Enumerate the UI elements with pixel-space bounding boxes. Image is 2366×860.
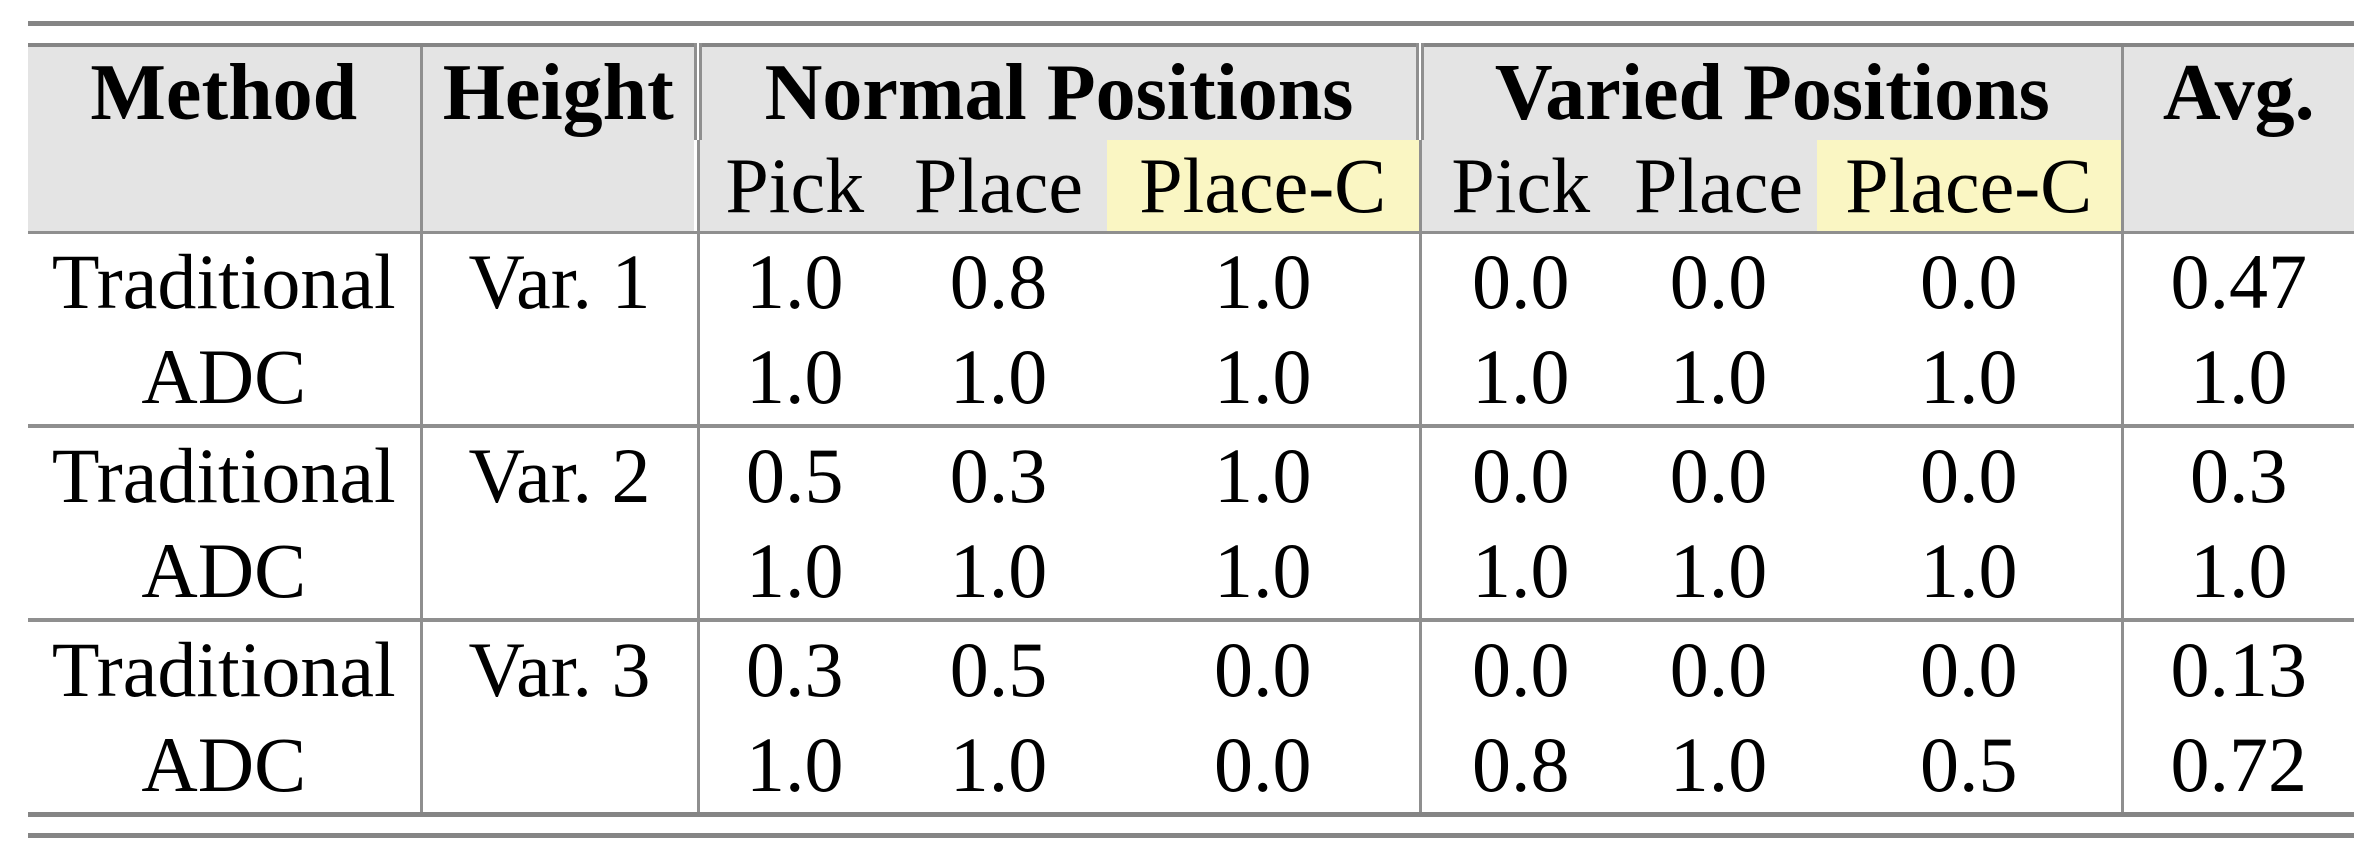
value-cell: 1.0: [1669, 721, 1768, 808]
value-cell: 0.0: [1669, 238, 1768, 325]
value-cell: 0.0: [1669, 626, 1768, 713]
group-header-varied-positions: Varied Positions: [1416, 45, 2123, 140]
value-cell: 0.0: [1920, 238, 2018, 325]
value-cell: 0.0: [1418, 620, 1621, 717]
value-cell: 0.0: [1920, 626, 2018, 713]
value-cell: 0.0: [1920, 432, 2018, 519]
bottom-outer-rule: [28, 833, 2354, 838]
value-cell: 0.8: [949, 238, 1048, 325]
col-header-avg: Avg.: [2120, 45, 2355, 234]
value-cell: 1.0: [1418, 329, 1621, 428]
paper-table-figure: Method Height Normal Positions Varied Po…: [28, 21, 2355, 838]
avg-cell: 0.3: [2120, 426, 2355, 523]
value-cell: 1.0: [696, 232, 890, 329]
value-cell: 1.0: [1107, 523, 1421, 622]
value-cell: 0.3: [696, 620, 890, 717]
method-cell: ADC: [28, 329, 421, 428]
subcol-header-normal-pick: Pick: [696, 140, 890, 234]
avg-cell: 0.13: [2120, 620, 2355, 717]
col-header-height: Height: [419, 45, 698, 234]
value-cell: 1.0: [1214, 432, 1312, 519]
value-cell: 0.0: [1418, 232, 1621, 329]
value-cell: 1.0: [949, 721, 1048, 808]
avg-cell: 1.0: [2120, 329, 2355, 428]
subcol-header-normal-place-c: Place-C: [1107, 140, 1421, 234]
value-cell: 0.5: [1920, 721, 2018, 808]
header-row-2: Pick Place Place-C Pick Place Place-C: [28, 140, 2354, 234]
table-row: ADC 1.0 1.0 1.0 1.0 1.0 1.0 1.0: [28, 329, 2355, 428]
subcol-header-normal-place: Place: [890, 140, 1107, 234]
value-cell: 1.0: [890, 329, 1107, 428]
value-cell: 1.0: [696, 717, 890, 815]
value-cell: 1.0: [1107, 329, 1421, 428]
value-cell: 1.0: [696, 523, 890, 622]
group-header-normal-positions: Normal Positions: [693, 45, 1421, 140]
value-cell: 0.0: [1418, 426, 1621, 523]
table-row: Traditional Var. 3 0.3 0.5 0.0 0.0 0.0 0…: [28, 620, 2355, 815]
avg-cell: 1.0: [2120, 523, 2355, 622]
method-cell: ADC: [28, 523, 421, 622]
value-cell: 0.0: [1669, 432, 1768, 519]
value-cell: 0.5: [696, 426, 890, 523]
table-row: Traditional Var. 2 0.5 0.3 1.0 0.0 0.0 0…: [28, 426, 2355, 622]
top-outer-rule: [28, 21, 2354, 26]
header-row-1: Method Height Normal Positions Varied Po…: [28, 45, 2355, 234]
height-cell: Var. 2: [419, 426, 698, 622]
results-table: Method Height Normal Positions Varied Po…: [28, 43, 2355, 817]
subcol-header-varied-place: Place: [1620, 140, 1818, 234]
spacer: [28, 817, 2354, 833]
method-cell: Traditional: [51, 238, 396, 325]
value-cell: 0.0: [1214, 626, 1312, 713]
height-cell: Var. 1: [419, 232, 698, 428]
table-row: ADC 1.0 1.0 0.0 0.8 1.0 0.5 0.72: [28, 717, 2355, 815]
value-cell: 1.0: [890, 523, 1107, 622]
method-cell: Traditional: [51, 432, 396, 519]
avg-cell: 0.47: [2120, 232, 2355, 329]
table-row: ADC 1.0 1.0 1.0 1.0 1.0 1.0 1.0: [28, 523, 2355, 622]
value-cell: 1.0: [1620, 329, 1818, 428]
value-cell: 1.0: [1620, 523, 1818, 622]
value-cell: 1.0: [1817, 523, 2123, 622]
table-row: Traditional Var. 1 1.0 0.8 1.0 0.0 0.0 0…: [28, 232, 2355, 428]
subcol-header-varied-pick: Pick: [1418, 140, 1621, 234]
method-cell: Traditional: [51, 626, 396, 713]
spacer: [28, 26, 2354, 43]
value-cell: 0.5: [949, 626, 1048, 713]
subcol-header-varied-place-c: Place-C: [1817, 140, 2123, 234]
col-header-method: Method: [28, 45, 421, 234]
value-cell: 1.0: [1418, 523, 1621, 622]
method-cell: ADC: [141, 721, 307, 808]
value-cell: 0.3: [949, 432, 1048, 519]
value-cell: 1.0: [1214, 238, 1312, 325]
value-cell: 0.0: [1214, 721, 1312, 808]
value-cell: 1.0: [696, 329, 890, 428]
value-cell: 0.8: [1418, 717, 1621, 815]
height-cell: Var. 3: [419, 620, 698, 815]
value-cell: 1.0: [1817, 329, 2123, 428]
avg-cell: 0.72: [2120, 717, 2355, 815]
